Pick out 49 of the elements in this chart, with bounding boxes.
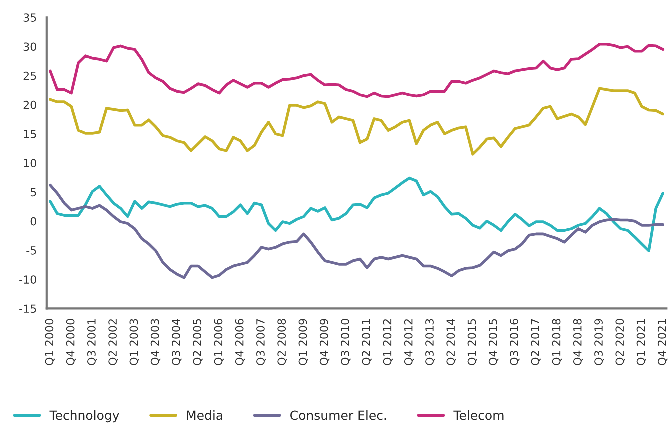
x-tick-label: Q4 2012 (404, 320, 414, 366)
x-tick-label: Q1 2009 (298, 319, 308, 366)
y-tick-label: 10 (24, 159, 36, 168)
x-tick-label: Q3 2010 (341, 319, 351, 366)
y-tick-label: -15 (20, 304, 36, 314)
x-tick-label: Q4 2015 (488, 319, 499, 366)
x-tick-label: Q4 2003 (150, 319, 161, 366)
x-tick-label: Q3 2001 (87, 319, 98, 366)
x-tick-label: Q1 2006 (214, 319, 224, 366)
line-series (49, 176, 665, 252)
x-tick-label: Q3 2019 (594, 319, 604, 366)
y-tick-label: 35 (24, 14, 36, 22)
y-tick-label: 25 (24, 72, 36, 80)
x-tick-label: Q4 2009 (320, 319, 330, 366)
y-tick-label: 5 (30, 188, 36, 197)
line-series (49, 87, 665, 156)
y-tick-label: -5 (26, 246, 36, 255)
x-tick-label: Q1 2003 (130, 319, 140, 366)
legend-label: Consumer Elec. (290, 410, 386, 420)
y-tick-label: 30 (24, 42, 36, 52)
x-tick-label: Q3 2016 (510, 319, 520, 366)
legend-label: Technology (50, 410, 120, 423)
x-tick-label: Q2 2014 (446, 319, 456, 366)
x-tick-label: Q1 2021 (636, 319, 646, 366)
x-tick-label: Q2 2005 (193, 319, 203, 366)
y-tick-label: 15 (24, 130, 36, 138)
x-tick-label: Q3 2004 (172, 319, 182, 366)
x-tick-label: Q2 2020 (616, 319, 626, 366)
x-tick-label: Q1 2000 (45, 319, 55, 366)
line-series (49, 184, 665, 280)
x-tick-label: Q1 2015 (468, 319, 478, 366)
x-tick-label: Q4 2021 (658, 319, 668, 366)
x-tick-label: Q4 2006 (235, 319, 246, 366)
x-tick-label: Q1 2012 (383, 320, 393, 366)
x-tick-label: Q3 2013 (426, 319, 436, 366)
x-tick-label: Q2 2002 (108, 320, 118, 366)
y-tick-label: 0 (30, 217, 36, 226)
y-tick-label: -10 (20, 276, 36, 284)
legend-label: Media (187, 410, 222, 420)
legend-label: Telecom (454, 410, 504, 420)
x-tick-label: Q4 2018 (573, 319, 584, 366)
x-tick-label: Q1 2018 (552, 319, 562, 366)
x-tick-label: Q3 2007 (256, 319, 266, 366)
line-series (49, 43, 665, 98)
x-tick-label: Q4 2000 (66, 319, 76, 366)
y-tick-label: 20 (24, 100, 36, 110)
x-tick-label: Q2 2008 (278, 319, 288, 366)
x-tick-label: Q2 2011 (362, 319, 372, 366)
x-tick-label: Q2 2017 (531, 319, 541, 366)
